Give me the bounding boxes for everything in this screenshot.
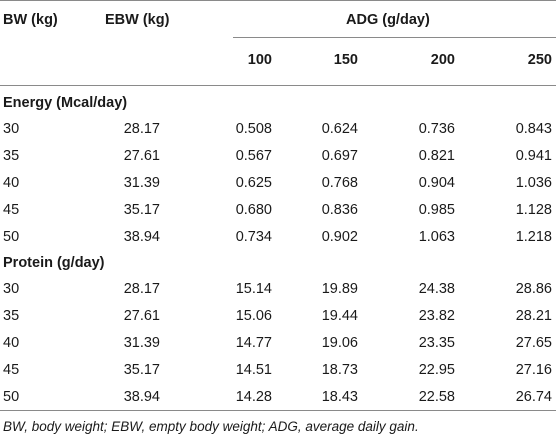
cell-adg-250: 28.21 (515, 308, 552, 324)
cell-bw: 30 (3, 121, 20, 137)
cell-adg-200: 22.95 (418, 362, 455, 378)
table-row: 40 31.39 0.625 0.768 0.904 1.036 (0, 170, 556, 197)
cell-adg-200: 0.821 (418, 148, 455, 164)
cell-bw: 45 (3, 202, 20, 218)
cell-adg-100: 14.51 (235, 362, 272, 378)
cell-ebw: 31.39 (123, 175, 160, 191)
cell-ebw: 38.94 (123, 389, 160, 405)
cell-adg-100: 0.625 (235, 175, 272, 191)
cell-adg-150: 18.73 (321, 362, 358, 378)
cell-ebw: 31.39 (123, 335, 160, 351)
cell-ebw: 35.17 (123, 362, 160, 378)
cell-adg-100: 0.734 (235, 229, 272, 245)
cell-adg-150: 0.902 (321, 229, 358, 245)
table-footnote: BW, body weight; EBW, empty body weight;… (3, 419, 419, 434)
cell-ebw: 27.61 (123, 308, 160, 324)
cell-adg-200: 23.35 (418, 335, 455, 351)
cell-adg-150: 0.836 (321, 202, 358, 218)
header-adg-150: 150 (333, 52, 358, 68)
cell-bw: 40 (3, 335, 20, 351)
cell-ebw: 38.94 (123, 229, 160, 245)
cell-adg-150: 19.44 (321, 308, 358, 324)
cell-bw: 30 (3, 281, 20, 297)
cell-bw: 35 (3, 148, 20, 164)
cell-adg-100: 0.567 (235, 148, 272, 164)
cell-adg-150: 18.43 (321, 389, 358, 405)
cell-adg-100: 0.680 (235, 202, 272, 218)
cell-ebw: 35.17 (123, 202, 160, 218)
cell-adg-200: 1.063 (418, 229, 455, 245)
cell-adg-200: 0.736 (418, 121, 455, 137)
cell-adg-150: 0.768 (321, 175, 358, 191)
cell-adg-100: 14.77 (235, 335, 272, 351)
table-top-rule (0, 0, 556, 1)
section-title-protein: Protein (g/day) (3, 255, 105, 271)
cell-ebw: 27.61 (123, 148, 160, 164)
cell-bw: 35 (3, 308, 20, 324)
cell-ebw: 28.17 (123, 281, 160, 297)
cell-adg-200: 22.58 (418, 389, 455, 405)
cell-adg-150: 0.624 (321, 121, 358, 137)
table-row: 35 27.61 15.06 19.44 23.82 28.21 (0, 303, 556, 330)
cell-adg-250: 27.65 (515, 335, 552, 351)
cell-adg-250: 28.86 (515, 281, 552, 297)
cell-adg-250: 0.941 (515, 148, 552, 164)
cell-adg-250: 1.036 (515, 175, 552, 191)
header-adg: ADG (g/day) (346, 12, 430, 28)
cell-adg-250: 1.128 (515, 202, 552, 218)
adg-subheader-rule (233, 37, 556, 38)
cell-adg-100: 15.06 (235, 308, 272, 324)
header-ebw: EBW (kg) (105, 12, 170, 28)
table-row: 30 28.17 0.508 0.624 0.736 0.843 (0, 116, 556, 143)
header-adg-250: 250 (527, 52, 552, 68)
cell-bw: 50 (3, 229, 20, 245)
cell-adg-250: 26.74 (515, 389, 552, 405)
table-row: 50 38.94 14.28 18.43 22.58 26.74 (0, 384, 556, 411)
table-row: 35 27.61 0.567 0.697 0.821 0.941 (0, 143, 556, 170)
cell-adg-250: 27.16 (515, 362, 552, 378)
cell-adg-250: 0.843 (515, 121, 552, 137)
cell-adg-150: 19.89 (321, 281, 358, 297)
cell-adg-150: 19.06 (321, 335, 358, 351)
table-row: 45 35.17 0.680 0.836 0.985 1.128 (0, 197, 556, 224)
header-adg-200: 200 (430, 52, 455, 68)
header-bw: BW (kg) (3, 12, 58, 28)
cell-bw: 45 (3, 362, 20, 378)
cell-adg-200: 23.82 (418, 308, 455, 324)
table-row: 45 35.17 14.51 18.73 22.95 27.16 (0, 357, 556, 384)
section-title-energy: Energy (Mcal/day) (3, 95, 128, 111)
cell-adg-250: 1.218 (515, 229, 552, 245)
cell-adg-100: 14.28 (235, 389, 272, 405)
header-adg-100: 100 (247, 52, 272, 68)
table-row: 40 31.39 14.77 19.06 23.35 27.65 (0, 330, 556, 357)
table-row: 50 38.94 0.734 0.902 1.063 1.218 (0, 224, 556, 251)
cell-bw: 40 (3, 175, 20, 191)
cell-adg-150: 0.697 (321, 148, 358, 164)
table-row: 30 28.17 15.14 19.89 24.38 28.86 (0, 276, 556, 303)
cell-adg-200: 0.904 (418, 175, 455, 191)
table-bottom-rule (0, 410, 556, 411)
cell-adg-100: 15.14 (235, 281, 272, 297)
cell-bw: 50 (3, 389, 20, 405)
cell-adg-100: 0.508 (235, 121, 272, 137)
header-bottom-rule (0, 85, 556, 86)
cell-adg-200: 0.985 (418, 202, 455, 218)
cell-adg-200: 24.38 (418, 281, 455, 297)
cell-ebw: 28.17 (123, 121, 160, 137)
